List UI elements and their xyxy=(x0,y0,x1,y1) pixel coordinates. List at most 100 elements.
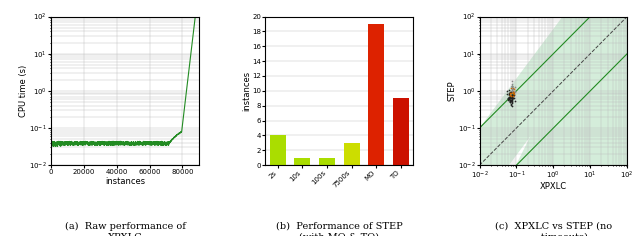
Point xyxy=(506,96,516,100)
Point xyxy=(509,92,520,96)
Point xyxy=(504,99,515,102)
Point xyxy=(506,89,516,93)
Point xyxy=(505,100,515,103)
Bar xyxy=(269,135,285,165)
Bar xyxy=(294,158,310,165)
Point xyxy=(506,79,516,83)
Point xyxy=(508,86,518,90)
Bar xyxy=(344,143,360,165)
Point xyxy=(503,97,513,100)
Point xyxy=(507,93,517,97)
Point xyxy=(506,98,516,102)
Point xyxy=(508,91,518,95)
Point xyxy=(506,85,516,89)
Bar xyxy=(393,98,409,165)
Point xyxy=(507,88,517,92)
Point xyxy=(507,98,517,102)
Point xyxy=(504,93,515,97)
Y-axis label: instances: instances xyxy=(242,71,251,111)
Point xyxy=(505,100,515,103)
Point xyxy=(506,93,516,97)
Point xyxy=(509,85,520,89)
Point xyxy=(508,97,518,100)
Point xyxy=(505,90,515,94)
Point xyxy=(507,101,517,105)
Point xyxy=(508,91,518,95)
Point xyxy=(502,98,513,102)
Point xyxy=(507,88,517,91)
Point xyxy=(509,99,520,103)
Point xyxy=(504,95,514,99)
Point xyxy=(507,89,517,93)
Point xyxy=(502,89,513,93)
Point xyxy=(508,94,518,98)
Point xyxy=(506,94,516,98)
Point xyxy=(505,93,515,97)
Y-axis label: STEP: STEP xyxy=(447,80,456,101)
Point xyxy=(507,84,517,87)
Point xyxy=(507,94,517,98)
Point xyxy=(506,103,516,107)
Point xyxy=(508,87,518,91)
Point xyxy=(504,96,514,100)
Point xyxy=(505,99,515,103)
Point xyxy=(507,85,517,88)
Point xyxy=(508,92,518,95)
Point xyxy=(508,94,518,98)
X-axis label: XPXLC: XPXLC xyxy=(540,182,567,191)
Point xyxy=(506,95,516,99)
Point xyxy=(506,91,516,95)
Point xyxy=(509,93,519,97)
Point xyxy=(504,97,515,101)
Point xyxy=(504,97,514,100)
Point xyxy=(509,90,520,93)
Point xyxy=(504,92,515,96)
Point xyxy=(503,97,513,101)
Point xyxy=(506,95,516,99)
Point xyxy=(507,98,517,101)
Point xyxy=(508,96,518,99)
Point xyxy=(508,90,518,94)
Point xyxy=(509,90,519,94)
Text: (b)  Performance of STEP
(with MO & TO): (b) Performance of STEP (with MO & TO) xyxy=(276,222,403,236)
Point xyxy=(508,96,518,100)
Point xyxy=(506,96,516,100)
Polygon shape xyxy=(516,17,627,165)
Bar xyxy=(368,24,384,165)
Point xyxy=(506,93,516,97)
Point xyxy=(508,93,518,97)
Point xyxy=(509,87,519,91)
Point xyxy=(505,98,515,102)
Point xyxy=(505,96,515,100)
Point xyxy=(504,91,515,95)
Point xyxy=(506,95,516,99)
Point xyxy=(506,93,516,97)
Text: (c)  XPXLC vs STEP (no
       timeouts): (c) XPXLC vs STEP (no timeouts) xyxy=(495,222,612,236)
Point xyxy=(504,97,515,101)
Point xyxy=(505,91,515,94)
Point xyxy=(509,96,520,100)
X-axis label: instances: instances xyxy=(105,177,145,186)
Bar xyxy=(319,158,335,165)
Point xyxy=(507,84,517,88)
Point xyxy=(506,90,516,94)
Point xyxy=(506,100,516,103)
Point xyxy=(508,90,518,94)
Point xyxy=(502,92,512,95)
Point xyxy=(508,90,518,93)
Point xyxy=(504,100,515,103)
Point xyxy=(510,89,520,93)
Point xyxy=(503,96,513,100)
Point xyxy=(504,97,514,101)
Point xyxy=(508,92,518,95)
Point xyxy=(506,102,516,106)
Point xyxy=(507,104,517,108)
Point xyxy=(506,100,516,104)
Point xyxy=(507,82,517,86)
Point xyxy=(507,99,517,103)
Point xyxy=(507,96,517,100)
Y-axis label: CPU time (s): CPU time (s) xyxy=(19,65,28,117)
Text: (a)  Raw performance of
XPXLC: (a) Raw performance of XPXLC xyxy=(65,222,186,236)
Point xyxy=(505,95,515,99)
Point xyxy=(506,94,516,97)
